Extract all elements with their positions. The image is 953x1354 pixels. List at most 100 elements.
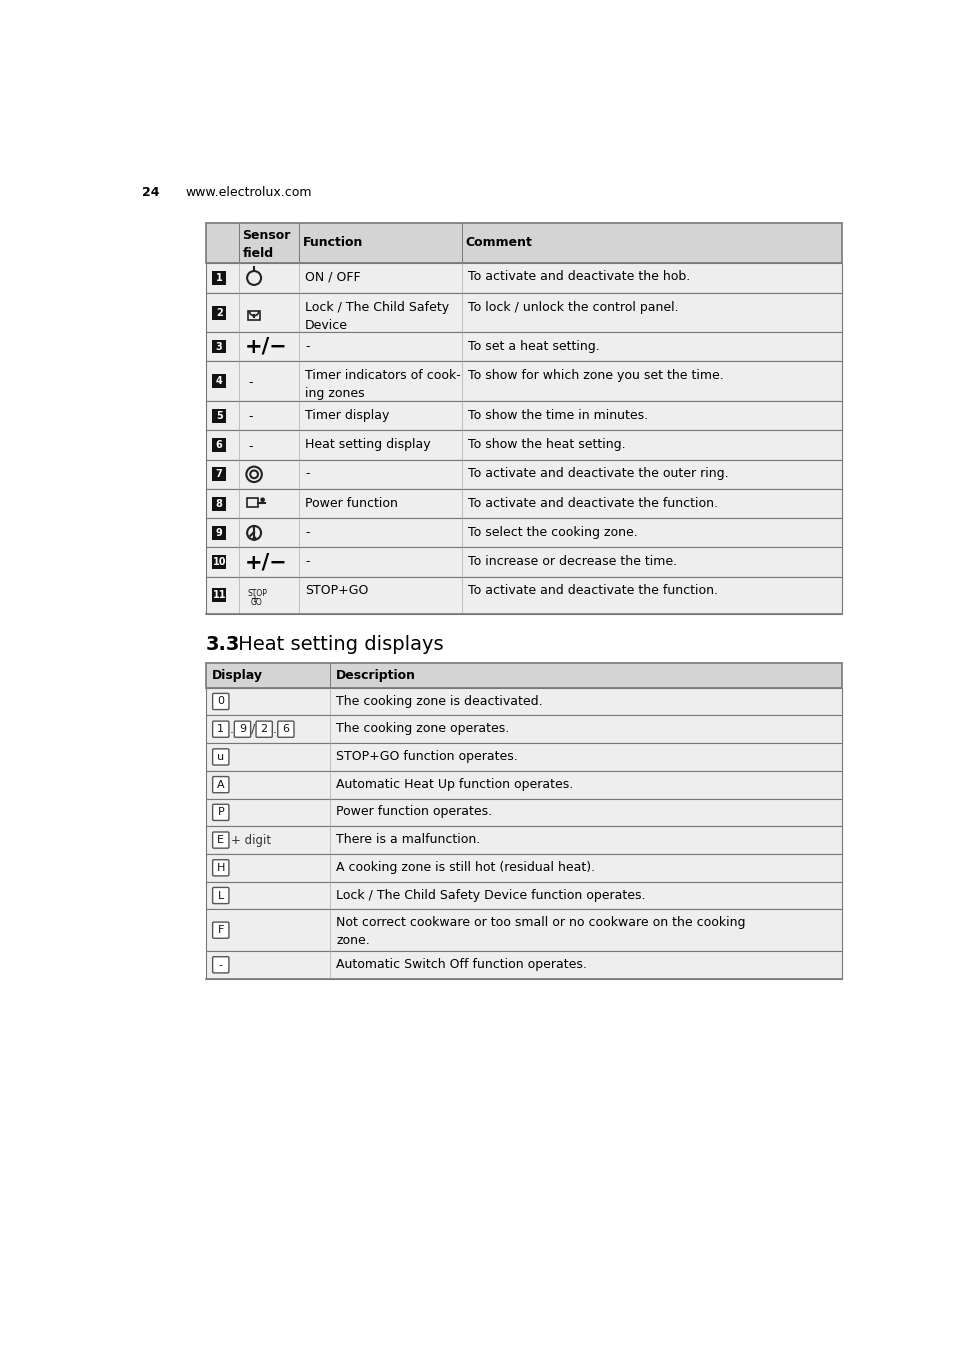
FancyBboxPatch shape — [213, 693, 229, 709]
Text: Sensor
field: Sensor field — [242, 229, 291, 260]
Text: 5: 5 — [215, 410, 222, 421]
FancyBboxPatch shape — [255, 722, 272, 738]
Text: 24: 24 — [142, 185, 160, 199]
Bar — [212, 409, 226, 422]
Bar — [248, 311, 260, 320]
Text: 0: 0 — [217, 696, 224, 707]
Text: To set a heat setting.: To set a heat setting. — [468, 340, 599, 352]
Bar — [206, 460, 841, 489]
Text: Description: Description — [335, 669, 416, 682]
Text: 6: 6 — [215, 440, 222, 450]
Bar — [212, 374, 226, 389]
Text: Timer display: Timer display — [305, 409, 389, 422]
FancyBboxPatch shape — [277, 722, 294, 738]
Text: To activate and deactivate the hob.: To activate and deactivate the hob. — [468, 271, 690, 283]
Text: 10: 10 — [213, 556, 226, 567]
Text: To show the heat setting.: To show the heat setting. — [468, 439, 625, 451]
Bar — [206, 362, 841, 401]
FancyBboxPatch shape — [213, 860, 229, 876]
Text: STOP: STOP — [248, 589, 268, 598]
Bar — [206, 951, 841, 979]
Text: -: - — [248, 410, 253, 424]
Text: The cooking zone operates.: The cooking zone operates. — [335, 722, 509, 735]
Bar — [206, 263, 841, 294]
FancyBboxPatch shape — [213, 831, 229, 848]
Text: 9: 9 — [238, 724, 246, 734]
Text: To activate and deactivate the function.: To activate and deactivate the function. — [468, 585, 718, 597]
Text: STOP+GO: STOP+GO — [305, 585, 368, 597]
Text: -: - — [305, 467, 310, 481]
Bar — [206, 743, 841, 770]
Text: 8: 8 — [215, 498, 222, 509]
Bar — [212, 525, 226, 540]
Text: To activate and deactivate the outer ring.: To activate and deactivate the outer rin… — [468, 467, 728, 481]
Bar — [206, 770, 841, 799]
Bar — [206, 854, 841, 881]
Text: Comment: Comment — [465, 236, 532, 249]
Text: -: - — [248, 376, 253, 389]
Bar — [206, 489, 841, 519]
Text: E: E — [217, 835, 224, 845]
FancyBboxPatch shape — [213, 722, 229, 738]
Text: GO: GO — [250, 598, 262, 608]
Bar — [212, 588, 226, 603]
Bar — [212, 467, 226, 481]
Bar — [212, 306, 226, 320]
Text: 7: 7 — [215, 470, 222, 479]
Text: Function: Function — [303, 236, 363, 249]
Bar — [206, 294, 841, 332]
Bar — [206, 401, 841, 431]
Text: .: . — [230, 723, 233, 735]
FancyBboxPatch shape — [213, 887, 229, 903]
Text: u: u — [217, 751, 224, 762]
Text: -: - — [305, 555, 310, 569]
Bar — [206, 826, 841, 854]
Bar — [212, 439, 226, 452]
Text: + digit: + digit — [231, 834, 271, 846]
Text: -: - — [218, 960, 223, 969]
Text: There is a malfunction.: There is a malfunction. — [335, 833, 480, 846]
Text: +: + — [250, 594, 258, 604]
Circle shape — [260, 497, 265, 502]
Text: Automatic Switch Off function operates.: Automatic Switch Off function operates. — [335, 957, 586, 971]
Text: A: A — [216, 780, 224, 789]
Text: 3.3: 3.3 — [206, 635, 240, 654]
Text: P: P — [217, 807, 224, 818]
Bar — [206, 663, 841, 688]
Text: Timer indicators of cook-
ing zones: Timer indicators of cook- ing zones — [305, 368, 460, 399]
Bar — [206, 799, 841, 826]
Text: ON / OFF: ON / OFF — [305, 271, 360, 283]
Bar — [206, 222, 841, 263]
FancyBboxPatch shape — [213, 777, 229, 792]
Text: 2: 2 — [215, 307, 222, 318]
Text: .: . — [273, 723, 276, 735]
FancyBboxPatch shape — [213, 922, 229, 938]
Text: H: H — [216, 862, 225, 873]
Text: 1: 1 — [215, 274, 222, 283]
Text: Heat setting display: Heat setting display — [305, 439, 431, 451]
Text: +/−: +/− — [245, 337, 287, 356]
Text: Heat setting displays: Heat setting displays — [233, 635, 443, 654]
Text: Display: Display — [212, 669, 263, 682]
Bar — [206, 910, 841, 951]
Text: To select the cooking zone.: To select the cooking zone. — [468, 525, 638, 539]
Text: +/−: +/− — [245, 552, 287, 573]
Bar — [206, 547, 841, 577]
Text: Power function operates.: Power function operates. — [335, 806, 492, 818]
Text: -: - — [305, 525, 310, 539]
Text: Power function: Power function — [305, 497, 397, 509]
Text: To show for which zone you set the time.: To show for which zone you set the time. — [468, 368, 723, 382]
Bar — [206, 715, 841, 743]
Text: A cooking zone is still hot (residual heat).: A cooking zone is still hot (residual he… — [335, 861, 595, 873]
Text: Automatic Heat Up function operates.: Automatic Heat Up function operates. — [335, 777, 573, 791]
Text: -: - — [305, 340, 310, 352]
Bar — [247, 498, 257, 508]
Text: 9: 9 — [215, 528, 222, 538]
Bar — [212, 497, 226, 510]
Bar — [212, 555, 226, 569]
FancyBboxPatch shape — [213, 957, 229, 974]
Bar — [206, 881, 841, 910]
Text: The cooking zone is deactivated.: The cooking zone is deactivated. — [335, 695, 542, 708]
Bar — [206, 577, 841, 613]
Text: Lock / The Child Safety Device function operates.: Lock / The Child Safety Device function … — [335, 888, 645, 902]
